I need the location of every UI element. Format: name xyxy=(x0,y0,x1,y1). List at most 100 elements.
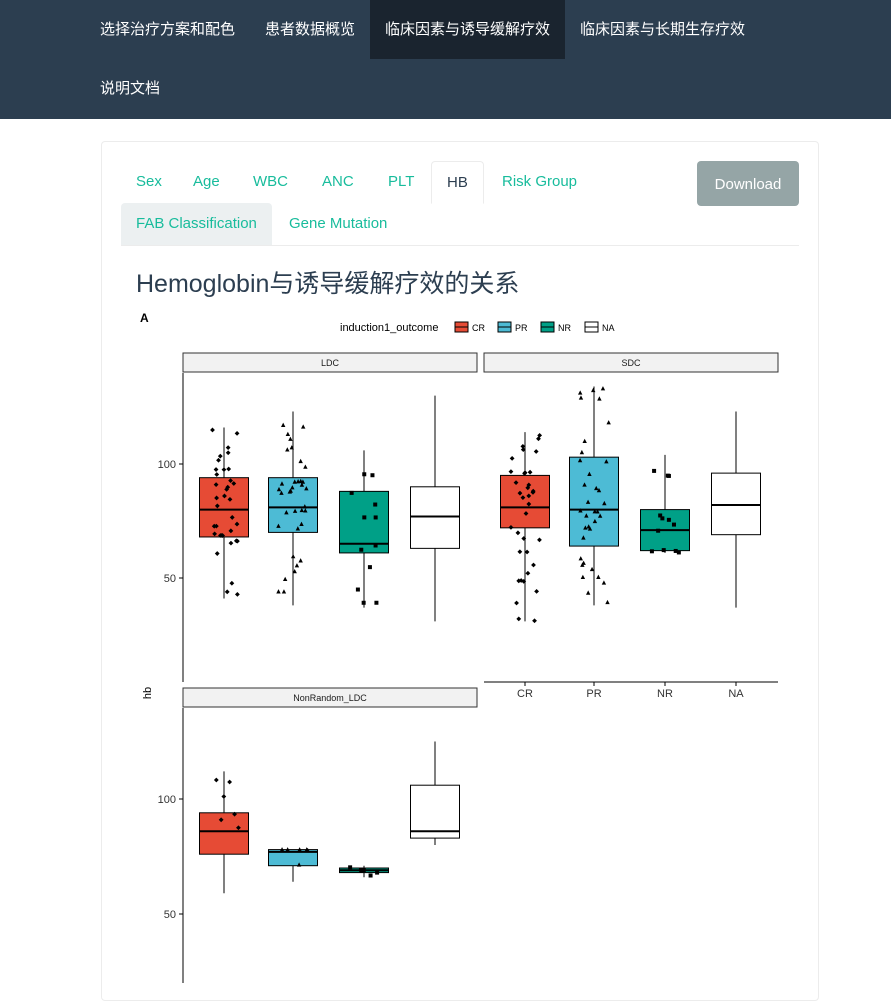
data-point xyxy=(517,490,523,496)
data-point xyxy=(290,553,296,559)
data-point xyxy=(288,488,293,493)
facet-strip xyxy=(182,687,478,708)
data-point xyxy=(525,570,531,576)
data-point xyxy=(370,473,375,478)
data-point xyxy=(585,590,591,595)
data-point xyxy=(212,531,218,537)
data-point xyxy=(222,493,227,499)
data-point xyxy=(224,487,230,492)
data-point xyxy=(348,865,353,870)
data-point xyxy=(587,471,592,476)
data-point xyxy=(592,509,597,514)
box-body xyxy=(199,812,249,855)
data-point xyxy=(349,490,354,495)
data-point xyxy=(234,430,240,436)
data-point xyxy=(290,485,295,490)
data-point xyxy=(537,432,543,438)
tab-age[interactable]: Age xyxy=(193,173,220,190)
tab-hb[interactable]: HB xyxy=(431,161,484,204)
data-point xyxy=(284,510,289,515)
box-body xyxy=(410,486,460,549)
tab-wbc[interactable]: WBC xyxy=(253,173,288,190)
data-point xyxy=(285,447,290,452)
data-point xyxy=(666,473,671,478)
data-point xyxy=(299,521,304,526)
nav-item-documentation[interactable]: 说明文档 xyxy=(100,79,161,97)
tab-anc[interactable]: ANC xyxy=(322,173,354,190)
data-point xyxy=(221,794,227,799)
tab-fab-classification[interactable]: FAB Classification xyxy=(121,203,272,245)
data-point xyxy=(276,589,281,594)
tab-gene-mutation[interactable]: Gene Mutation xyxy=(289,215,388,232)
data-point xyxy=(228,540,234,546)
data-point xyxy=(601,580,607,585)
facet-strip-label: LDC xyxy=(321,358,340,368)
data-point xyxy=(577,390,583,395)
data-point xyxy=(592,518,598,524)
nav-item-patient-overview[interactable]: 患者数据概览 xyxy=(265,20,356,38)
y-tick-label: 50 xyxy=(164,573,176,585)
data-point xyxy=(234,521,240,527)
box-nr xyxy=(339,865,389,878)
data-point xyxy=(606,420,611,425)
data-point xyxy=(219,533,225,538)
data-point xyxy=(594,485,599,491)
data-point xyxy=(298,478,303,484)
data-point xyxy=(373,543,378,548)
data-point xyxy=(298,558,303,563)
data-point xyxy=(522,470,528,476)
data-point xyxy=(282,576,288,582)
data-point xyxy=(515,530,521,536)
data-point xyxy=(296,862,302,867)
data-point xyxy=(304,486,309,491)
data-point xyxy=(676,550,681,555)
facet-strip xyxy=(483,352,779,373)
tab-risk-group[interactable]: Risk Group xyxy=(502,173,578,190)
data-point xyxy=(218,817,224,823)
data-point xyxy=(652,468,657,473)
legend-item-pr: PR xyxy=(497,321,528,333)
data-point xyxy=(279,490,284,495)
tab-plt[interactable]: PLT xyxy=(388,173,415,190)
data-point xyxy=(361,600,366,605)
data-point xyxy=(285,431,291,437)
tab-divider xyxy=(121,245,799,246)
box-pr xyxy=(268,847,318,882)
data-point xyxy=(231,481,237,486)
facet-panel-nonrandom-ldc: NonRandom_LDC 50 100 xyxy=(158,687,478,983)
tab-sex[interactable]: Sex xyxy=(136,173,162,190)
data-point xyxy=(276,486,282,492)
data-point xyxy=(661,548,666,553)
data-point xyxy=(578,395,584,400)
data-point xyxy=(530,490,536,495)
nav-item-long-term-survival[interactable]: 临床因素与长期生存疗效 xyxy=(580,20,746,38)
nav-item-treatment-scheme[interactable]: 选择治疗方案和配色 xyxy=(100,20,236,38)
data-point xyxy=(299,482,305,487)
data-point xyxy=(524,549,530,555)
data-point xyxy=(526,501,532,507)
data-point xyxy=(532,618,537,624)
page-title: Hemoglobin与诱导缓解疗效的关系 xyxy=(136,270,520,298)
data-point xyxy=(584,513,589,518)
y-axis-label: hb xyxy=(142,687,154,699)
data-point xyxy=(597,513,603,518)
data-point xyxy=(518,578,524,583)
legend-label-cr: CR xyxy=(472,323,485,333)
data-point xyxy=(520,443,526,449)
data-point xyxy=(225,445,231,451)
data-point xyxy=(508,524,514,530)
data-point xyxy=(578,556,583,561)
data-point xyxy=(582,438,587,443)
x-tick-label-pr: PR xyxy=(586,688,601,700)
data-point xyxy=(280,422,286,427)
data-point xyxy=(303,464,308,469)
x-tick-label-na: NA xyxy=(728,688,744,700)
data-point xyxy=(373,502,378,507)
download-button[interactable]: Download xyxy=(697,161,799,206)
box-cr xyxy=(199,427,249,599)
data-point xyxy=(533,449,539,454)
nav-item-induction-efficacy[interactable]: 临床因素与诱导缓解疗效 xyxy=(370,0,565,59)
data-point xyxy=(656,528,661,533)
data-point xyxy=(581,560,586,565)
data-point xyxy=(299,507,304,513)
